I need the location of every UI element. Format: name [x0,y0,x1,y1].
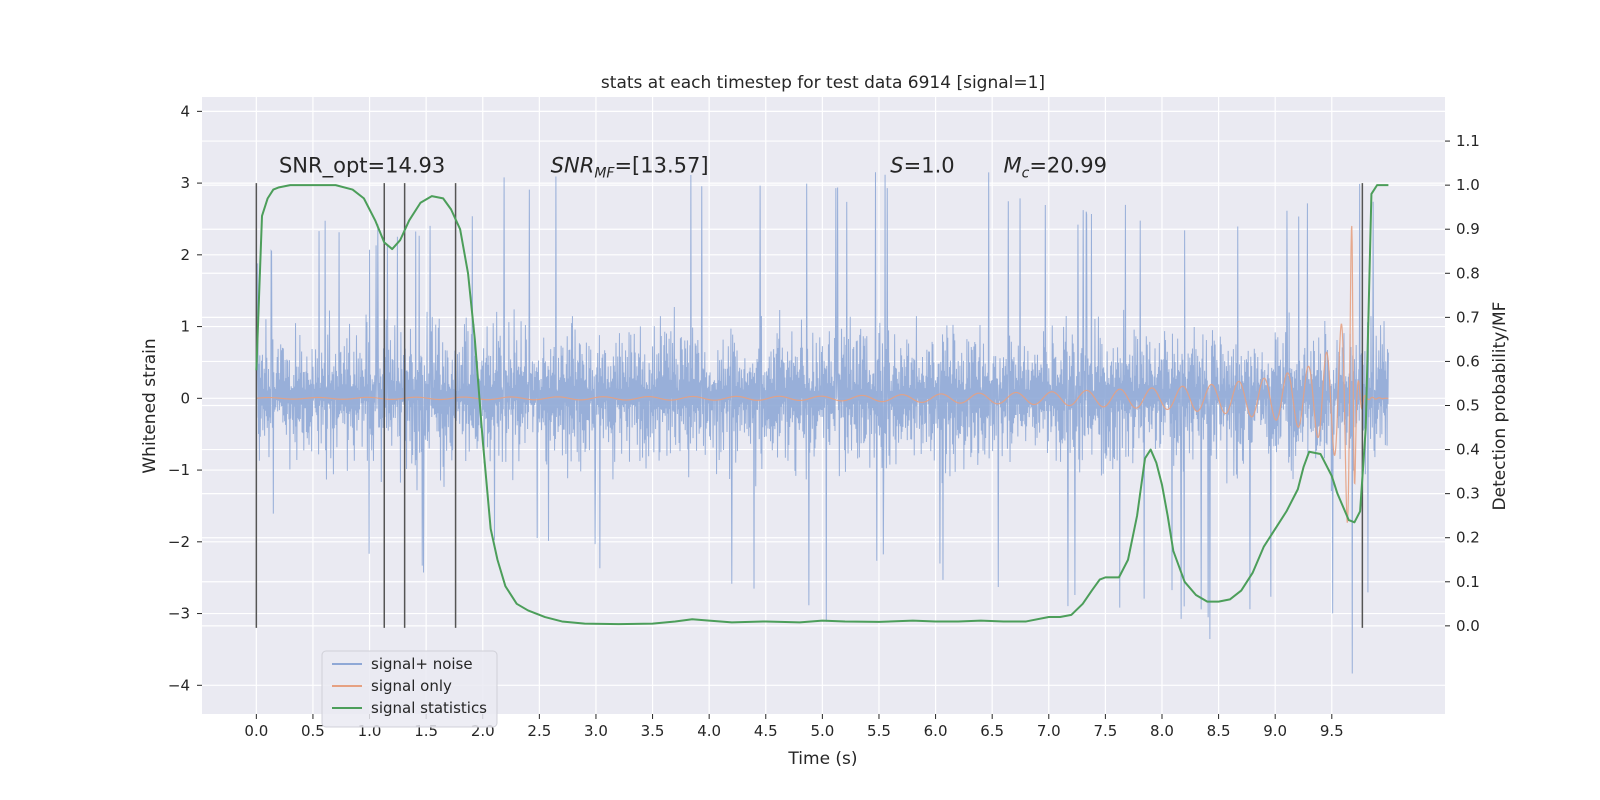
legend-frame [321,650,498,728]
x-tick-label: 7.0 [1037,722,1061,740]
annotation-text: S=1.0 [890,153,954,177]
y-tick-label: −3 [168,605,190,623]
annotations: SNR_opt=14.93 SNRMF=[13.57] S=1.0 Mc=20.99 [279,153,1107,181]
x-tick-label: 9.5 [1320,722,1344,740]
chart-title: stats at each timestep for test data 691… [601,73,1045,93]
noise-trace [255,172,1389,674]
y-tick-label: −4 [168,676,190,694]
y2-tick-label: 0.2 [1456,529,1480,547]
signal-trace [256,225,1389,523]
legend: signal+ noise signal only signal statist… [321,650,498,728]
annotation-text: SNR_opt=14.93 [279,153,445,178]
x-tick-label: 4.0 [697,722,721,740]
y2-axis-ticks: 1.1 1.0 0.9 0.8 0.7 0.6 0.5 0.4 0.3 0.2 0.1 0.0 [1445,132,1480,635]
annotation-text: Mc=20.99 [1003,153,1107,181]
y-tick-label: 1 [180,318,190,336]
x-tick-label: 6.5 [980,722,1004,740]
x-tick-label: 9.0 [1263,722,1287,740]
vertical-markers [255,183,1364,628]
annotation-text: SNRMF=[13.57] [551,153,709,181]
y2-tick-label: 0.9 [1456,220,1480,238]
series-signal-statistics [255,184,1389,626]
x-tick-label: 2.5 [527,722,551,740]
x-tick-label: 8.0 [1150,722,1174,740]
x-tick-label: 7.5 [1093,722,1117,740]
y-axis-label: Whitened strain [140,338,160,473]
legend-label-signal-only: signal only [371,677,452,695]
x-tick-label: 3.5 [641,722,665,740]
y-gridlines [202,110,1445,686]
y-tick-label: 0 [180,389,190,407]
x-tick-label: 0.0 [244,722,268,740]
y2-tick-label: 0.7 [1456,308,1480,326]
y2-axis-label: Detection probability/MF [1490,302,1510,511]
y2-tick-label: 0.4 [1456,441,1480,459]
y2-tick-label: 0.5 [1456,397,1480,415]
y2-tick-label: 0.1 [1456,573,1480,591]
x-tick-label: 4.5 [754,722,778,740]
x-tick-label: 0.5 [301,722,325,740]
y-axis-ticks: 4 3 2 1 0 −1 −2 −3 −4 [168,102,202,694]
series-signal-only [256,225,1389,523]
y2-tick-label: 0.3 [1456,485,1480,503]
x-axis-label: Time (s) [787,749,857,769]
y2-tick-label: 0.6 [1456,352,1480,370]
x-tick-label: 3.0 [584,722,608,740]
y2-tick-label: 1.0 [1456,176,1480,194]
x-tick-label: 5.0 [810,722,834,740]
y2-tick-label: 1.1 [1456,132,1480,150]
y2-tick-label: 0.8 [1456,264,1480,282]
y-tick-label: 3 [180,174,190,192]
series-signal-plus-noise [255,172,1389,674]
y-tick-label: 4 [180,102,190,120]
x-axis-ticks: 0.0 0.5 1.0 1.5 2.0 2.5 3.0 3.5 4.0 4.5 5.0 5.5 6.0 6… [244,714,1344,740]
x-tick-label: 8.5 [1207,722,1231,740]
y-tick-label: −2 [168,533,190,551]
statistics-line [255,184,1389,626]
y-tick-label: −1 [168,461,190,479]
x-tick-label: 5.5 [867,722,891,740]
legend-label-signal-statistics: signal statistics [371,699,487,717]
y2-tick-label: 0.0 [1456,617,1480,635]
y-tick-label: 2 [180,246,190,264]
x-tick-label: 6.0 [924,722,948,740]
legend-label-signal-plus-noise: signal+ noise [371,655,473,673]
